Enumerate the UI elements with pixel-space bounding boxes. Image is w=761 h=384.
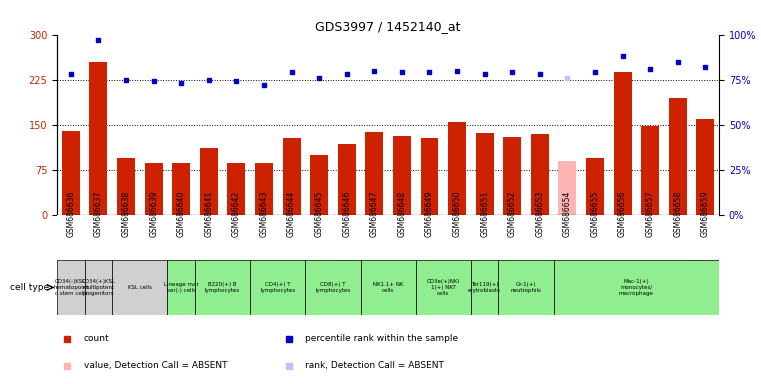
Text: count: count — [84, 334, 109, 343]
FancyBboxPatch shape — [167, 260, 195, 315]
Text: GSM686651: GSM686651 — [480, 191, 489, 237]
FancyBboxPatch shape — [57, 260, 84, 315]
FancyBboxPatch shape — [305, 260, 361, 315]
Text: GSM686643: GSM686643 — [260, 190, 269, 237]
Text: GSM686656: GSM686656 — [618, 190, 627, 237]
FancyBboxPatch shape — [195, 260, 250, 315]
Text: percentile rank within the sample: percentile rank within the sample — [305, 334, 458, 343]
Text: GSM686650: GSM686650 — [453, 190, 462, 237]
FancyBboxPatch shape — [250, 260, 305, 315]
Text: CD34(-)KSL
hematopoiet
c stem cells: CD34(-)KSL hematopoiet c stem cells — [53, 279, 88, 296]
Text: CD3e(+)NKl
1(+) NKT
cells: CD3e(+)NKl 1(+) NKT cells — [427, 279, 460, 296]
Bar — [448, 122, 466, 215]
Bar — [393, 136, 411, 215]
Bar — [62, 131, 80, 215]
Text: GSM686638: GSM686638 — [122, 191, 131, 237]
Bar — [145, 163, 163, 215]
FancyBboxPatch shape — [498, 260, 553, 315]
Text: CD4(+) T
lymphocytes: CD4(+) T lymphocytes — [260, 282, 295, 293]
Bar — [613, 73, 632, 215]
Bar — [365, 132, 384, 215]
Bar — [310, 155, 328, 215]
Text: GSM686646: GSM686646 — [342, 190, 352, 237]
Text: GSM686637: GSM686637 — [94, 190, 103, 237]
Bar — [200, 148, 218, 215]
Bar — [559, 161, 576, 215]
Bar — [503, 137, 521, 215]
Text: Lineage mar
ker(-) cells: Lineage mar ker(-) cells — [164, 282, 199, 293]
Bar — [642, 126, 659, 215]
Text: value, Detection Call = ABSENT: value, Detection Call = ABSENT — [84, 361, 227, 370]
Text: cell type: cell type — [10, 283, 49, 292]
Text: GSM686641: GSM686641 — [204, 191, 213, 237]
Text: Ter119(+)
erytroblasts: Ter119(+) erytroblasts — [468, 282, 501, 293]
Text: CD34(+)KSL
multipotent
progenitors: CD34(+)KSL multipotent progenitors — [81, 279, 116, 296]
Bar — [228, 163, 245, 215]
Text: GSM686647: GSM686647 — [370, 190, 379, 237]
FancyBboxPatch shape — [471, 260, 498, 315]
Bar — [255, 163, 273, 215]
Text: Gr-1(+)
neutrophils: Gr-1(+) neutrophils — [511, 282, 542, 293]
Text: GSM686639: GSM686639 — [149, 190, 158, 237]
Text: GSM686655: GSM686655 — [591, 190, 600, 237]
Text: GSM686645: GSM686645 — [314, 190, 323, 237]
Text: Mac-1(+)
monocytes/
macrophage: Mac-1(+) monocytes/ macrophage — [619, 279, 654, 296]
Bar — [586, 158, 604, 215]
Text: GSM686648: GSM686648 — [397, 191, 406, 237]
Text: B220(+) B
lymphocytes: B220(+) B lymphocytes — [205, 282, 240, 293]
Text: GSM686642: GSM686642 — [232, 191, 241, 237]
FancyBboxPatch shape — [361, 260, 416, 315]
FancyBboxPatch shape — [113, 260, 167, 315]
Text: rank, Detection Call = ABSENT: rank, Detection Call = ABSENT — [305, 361, 444, 370]
Text: GSM686640: GSM686640 — [177, 190, 186, 237]
Text: GSM686652: GSM686652 — [508, 191, 517, 237]
FancyBboxPatch shape — [553, 260, 719, 315]
Text: GSM686654: GSM686654 — [563, 190, 572, 237]
Text: GSM686644: GSM686644 — [287, 190, 296, 237]
Text: GSM686657: GSM686657 — [645, 190, 654, 237]
Text: GSM686659: GSM686659 — [701, 190, 710, 237]
FancyBboxPatch shape — [416, 260, 471, 315]
Bar — [282, 138, 301, 215]
Bar — [90, 62, 107, 215]
Text: GSM686658: GSM686658 — [673, 191, 683, 237]
Bar — [338, 144, 355, 215]
Bar — [117, 158, 135, 215]
Bar — [421, 138, 438, 215]
Bar — [172, 163, 190, 215]
Text: GSM686649: GSM686649 — [425, 190, 434, 237]
Bar — [531, 134, 549, 215]
Text: NK1.1+ NK
cells: NK1.1+ NK cells — [373, 282, 403, 293]
Text: KSL cells: KSL cells — [128, 285, 152, 290]
Title: GDS3997 / 1452140_at: GDS3997 / 1452140_at — [315, 20, 461, 33]
Bar — [696, 119, 715, 215]
Text: CD8(+) T
lymphocytes: CD8(+) T lymphocytes — [315, 282, 351, 293]
Text: GSM686636: GSM686636 — [66, 190, 75, 237]
Bar — [476, 132, 494, 215]
Bar — [669, 98, 686, 215]
Text: GSM686653: GSM686653 — [535, 190, 544, 237]
FancyBboxPatch shape — [84, 260, 113, 315]
